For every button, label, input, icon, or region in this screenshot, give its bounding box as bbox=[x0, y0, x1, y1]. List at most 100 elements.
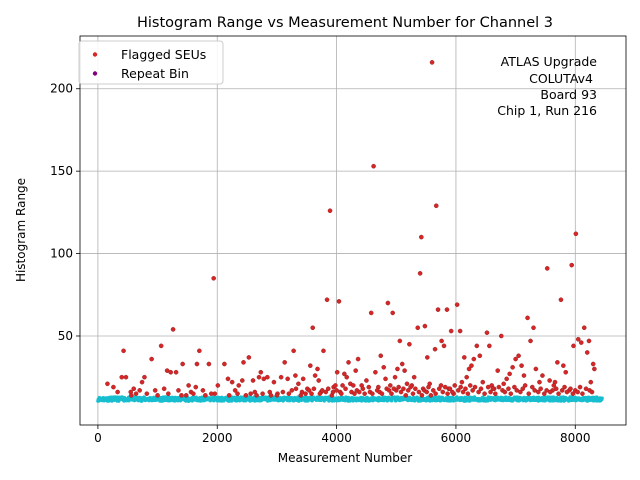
flagged-seu-point bbox=[470, 388, 475, 393]
flagged-seu-point bbox=[573, 231, 579, 237]
flagged-seu-point bbox=[381, 365, 387, 370]
flagged-seu-point bbox=[355, 356, 361, 362]
flagged-seu-point bbox=[166, 391, 171, 396]
flagged-seu-point bbox=[248, 391, 253, 396]
flagged-seu-point bbox=[111, 384, 116, 390]
flagged-seu-point bbox=[403, 393, 409, 398]
flagged-seu-point bbox=[562, 384, 567, 390]
flagged-seu-point bbox=[285, 376, 290, 382]
flagged-seu-point bbox=[504, 376, 509, 382]
flagged-seu-point bbox=[173, 369, 179, 375]
flagged-seu-point bbox=[256, 374, 262, 380]
flagged-seu-point bbox=[482, 391, 487, 396]
flagged-seu-point bbox=[588, 379, 594, 385]
flagged-seu-point bbox=[410, 391, 416, 396]
flagged-seu-point bbox=[477, 353, 483, 359]
flagged-seu-point bbox=[520, 386, 526, 392]
flagged-seu-point bbox=[466, 366, 472, 372]
flagged-seu-point bbox=[241, 360, 246, 365]
flagged-seu-point bbox=[584, 350, 590, 355]
flagged-seu-point bbox=[258, 369, 264, 375]
flagged-seu-point bbox=[441, 343, 447, 349]
flagged-seu-point bbox=[558, 297, 564, 303]
flagged-seu-point bbox=[485, 384, 491, 390]
flagged-seu-point bbox=[155, 393, 160, 398]
flagged-seu-point bbox=[139, 379, 145, 385]
flagged-seu-point bbox=[564, 389, 570, 395]
flagged-seu-point bbox=[352, 391, 357, 396]
flagged-seu-point bbox=[447, 386, 453, 392]
flagged-seu-point bbox=[350, 383, 356, 388]
flagged-seu-point bbox=[476, 389, 481, 395]
flagged-seu-point bbox=[390, 310, 395, 316]
flagged-seu-point bbox=[577, 384, 583, 390]
flagged-seu-point bbox=[457, 328, 463, 334]
flagged-seu-point bbox=[398, 389, 404, 395]
flagged-seu-point bbox=[137, 388, 142, 393]
flagged-seu-point bbox=[368, 310, 374, 316]
flagged-seu-point bbox=[158, 343, 164, 349]
legend-box bbox=[78, 40, 224, 85]
annotation-line-1: ATLAS Upgrade bbox=[501, 54, 598, 69]
flagged-seu-point bbox=[383, 376, 388, 382]
flagged-seu-point bbox=[589, 389, 595, 395]
flagged-seu-point bbox=[225, 376, 231, 382]
flagged-seu-point bbox=[180, 361, 185, 367]
flagged-seu-point bbox=[496, 384, 502, 390]
grid bbox=[80, 36, 626, 425]
flagged-seu-point bbox=[168, 369, 174, 375]
annotation-line-2: COLUTAv4 bbox=[529, 71, 593, 86]
flagged-seu-point bbox=[203, 393, 208, 398]
flagged-seu-point bbox=[265, 374, 270, 380]
flagged-seu-point bbox=[442, 384, 448, 390]
flagged-seu-point bbox=[226, 393, 232, 398]
flagged-seu-point bbox=[518, 389, 523, 395]
flagged-seu-point bbox=[268, 393, 274, 398]
y-tick-label: 200 bbox=[50, 82, 73, 96]
flagged-seu-point bbox=[547, 389, 553, 395]
flagged-seu-point bbox=[570, 391, 576, 396]
annotation-line-4: Chip 1, Run 216 bbox=[497, 103, 597, 118]
flagged-seu-point bbox=[119, 374, 125, 380]
flagged-seu-point bbox=[378, 353, 384, 359]
flagged-seu-point bbox=[321, 348, 326, 354]
flagged-seu-point bbox=[519, 363, 524, 368]
flagged-seu-point bbox=[385, 300, 391, 306]
flagged-seu-point bbox=[478, 386, 484, 392]
flagged-seu-point bbox=[501, 381, 506, 387]
flagged-seu-point bbox=[121, 348, 126, 354]
flagged-seu-point bbox=[464, 374, 469, 380]
flagged-seu-point bbox=[472, 384, 478, 390]
flagged-seu-point bbox=[461, 355, 467, 360]
flagged-seu-point bbox=[353, 368, 358, 373]
flagged-seu-point bbox=[487, 343, 492, 349]
flagged-seu-point bbox=[324, 297, 330, 303]
flagged-seu-point bbox=[525, 315, 530, 321]
flagged-seu-point bbox=[432, 346, 438, 352]
legend-marker-flagged-seus bbox=[92, 52, 98, 57]
flagged-seu-point bbox=[531, 325, 536, 331]
flagged-seu-point bbox=[360, 386, 366, 392]
flagged-seu-point bbox=[389, 391, 394, 396]
flagged-seu-point bbox=[424, 355, 430, 360]
flagged-seu-point bbox=[340, 383, 345, 388]
flagged-seu-point bbox=[426, 384, 431, 390]
flagged-seu-point bbox=[553, 386, 559, 392]
flagged-seu-point bbox=[435, 307, 441, 312]
flagged-seu-point bbox=[424, 389, 429, 395]
flagged-seu-point bbox=[250, 378, 256, 383]
flagged-seu-point bbox=[306, 388, 312, 393]
flagged-seu-point bbox=[512, 384, 517, 390]
flagged-seu-point bbox=[450, 389, 455, 395]
flagged-seu-point bbox=[215, 383, 221, 388]
flagged-seu-point bbox=[526, 391, 532, 396]
flagged-seu-point bbox=[291, 348, 296, 354]
flagged-seu-point bbox=[334, 388, 339, 393]
flagged-seu-point bbox=[364, 378, 369, 383]
flagged-seu-point bbox=[411, 374, 417, 380]
flagged-seu-point bbox=[445, 391, 450, 396]
flagged-seu-point bbox=[152, 388, 158, 393]
flagged-seu-point bbox=[317, 391, 323, 396]
flagged-seu-point bbox=[296, 381, 301, 387]
flagged-seu-point bbox=[419, 393, 425, 398]
